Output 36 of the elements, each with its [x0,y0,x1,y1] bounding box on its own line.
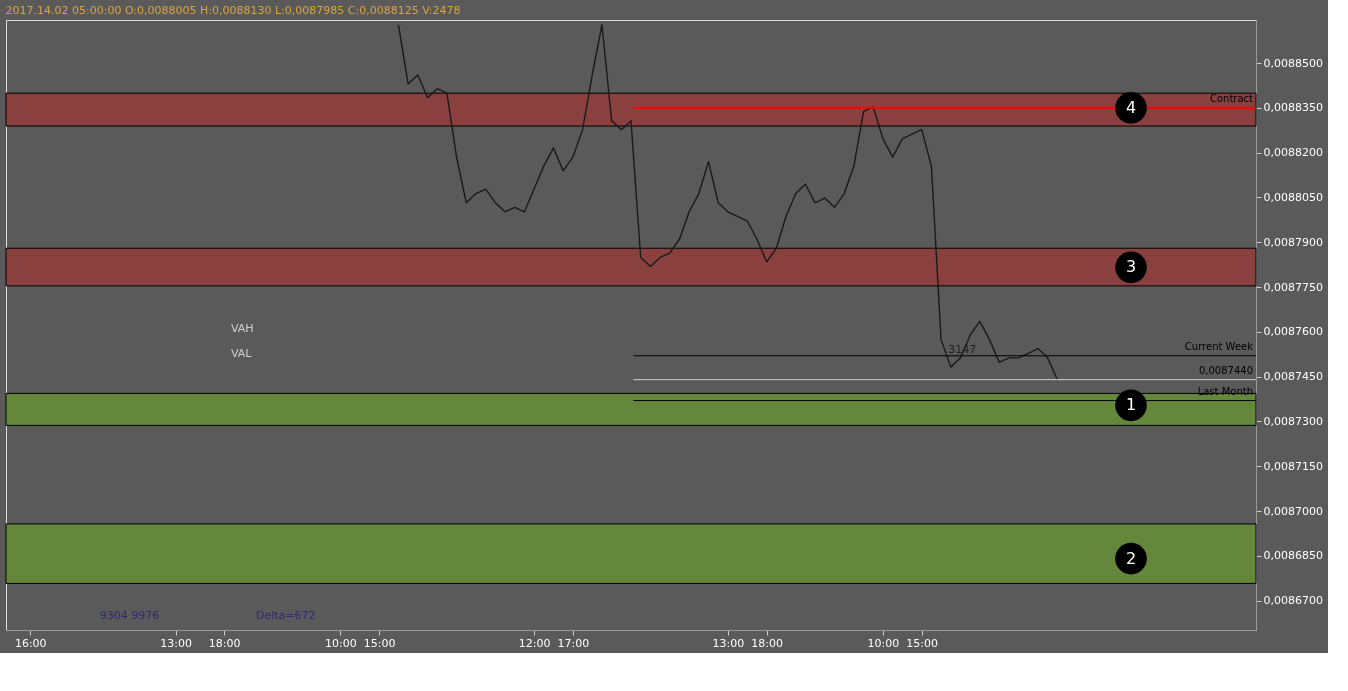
x-tick-label: 17:00 [557,636,590,650]
annotation: 4 [1125,97,1137,117]
y-tick-label: 0,0087750 [1263,280,1323,294]
annotation: 1 [1125,395,1137,415]
annotation: 3147 [948,343,977,357]
x-tick-label: 18:00 [751,636,784,650]
y-tick-label: 0,0087150 [1263,459,1323,473]
chart-title: 2017.14.02 05:00:00 O:0,0088005 H:0,0088130 L:0,0087985 C:0,0088125 V:2478 [5,4,461,17]
x-tick-label: 15:00 [363,636,396,650]
y-tick-label: 0,0088200 [1263,146,1323,160]
y-tick-label: 0,0088350 [1263,101,1323,115]
ref-line-label: Current Week [1184,340,1254,352]
y-tick-label: 0,0087900 [1263,235,1323,249]
y-tick-label: 0,0086850 [1263,549,1323,563]
x-tick-label: 13:00 [160,636,192,650]
x-tick-label: 16:00 [14,636,47,650]
ref-line-label: Contract [1209,92,1254,104]
annotation: VAH [231,322,254,336]
line-series [397,24,1059,381]
y-tick-label: 0,0088050 [1263,190,1323,204]
x-tick-label: 10:00 [324,636,357,650]
y-tick-label: 0,0087000 [1263,504,1323,518]
y-tick-label: 0,0087600 [1263,325,1323,339]
x-tick-label: 15:00 [906,636,939,650]
x-tick-label: 13:00 [712,636,745,650]
x-tick-label: 12:00 [518,636,551,650]
annotation: 2 [1125,548,1137,568]
y-tick-label: 0,0087450 [1263,370,1323,384]
annotation: 3 [1125,257,1137,277]
x-tick-label: 10:00 [867,636,900,650]
x-tick-label: 18:00 [208,636,241,650]
ref-line-label: 0,0087440 [1198,364,1253,376]
annotation: VAL [231,346,253,360]
y-tick-label: 0,0088500 [1263,56,1323,70]
y-tick-label: 0,0087300 [1263,414,1323,428]
y-tick-label: 0,0086700 [1263,594,1323,608]
